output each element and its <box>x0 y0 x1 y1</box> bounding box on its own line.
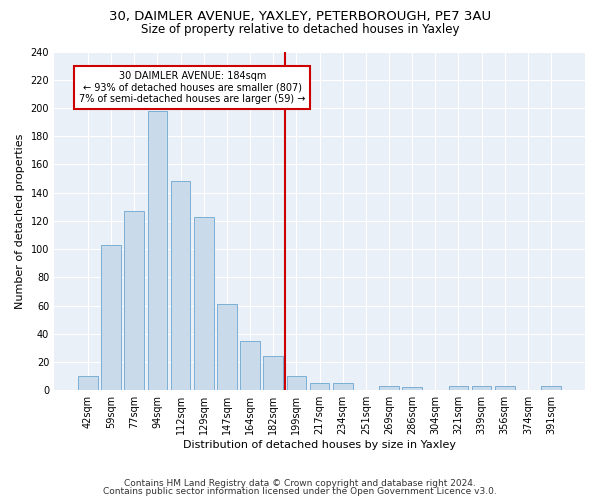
Text: 30 DAIMLER AVENUE: 184sqm
← 93% of detached houses are smaller (807)
7% of semi-: 30 DAIMLER AVENUE: 184sqm ← 93% of detac… <box>79 72 305 104</box>
Bar <box>472 386 491 390</box>
Bar <box>263 356 283 390</box>
Bar <box>171 182 190 390</box>
Bar <box>402 388 422 390</box>
Bar <box>495 386 515 390</box>
Bar <box>194 216 214 390</box>
Y-axis label: Number of detached properties: Number of detached properties <box>15 133 25 308</box>
Text: Contains public sector information licensed under the Open Government Licence v3: Contains public sector information licen… <box>103 487 497 496</box>
Bar <box>78 376 98 390</box>
Bar <box>333 383 353 390</box>
X-axis label: Distribution of detached houses by size in Yaxley: Distribution of detached houses by size … <box>183 440 456 450</box>
Bar <box>124 211 144 390</box>
Bar <box>310 383 329 390</box>
Bar <box>449 386 468 390</box>
Bar <box>541 386 561 390</box>
Bar <box>101 245 121 390</box>
Bar <box>148 111 167 390</box>
Text: 30, DAIMLER AVENUE, YAXLEY, PETERBOROUGH, PE7 3AU: 30, DAIMLER AVENUE, YAXLEY, PETERBOROUGH… <box>109 10 491 23</box>
Text: Contains HM Land Registry data © Crown copyright and database right 2024.: Contains HM Land Registry data © Crown c… <box>124 478 476 488</box>
Bar <box>379 386 399 390</box>
Bar <box>287 376 306 390</box>
Text: Size of property relative to detached houses in Yaxley: Size of property relative to detached ho… <box>141 22 459 36</box>
Bar <box>217 304 237 390</box>
Bar <box>240 341 260 390</box>
